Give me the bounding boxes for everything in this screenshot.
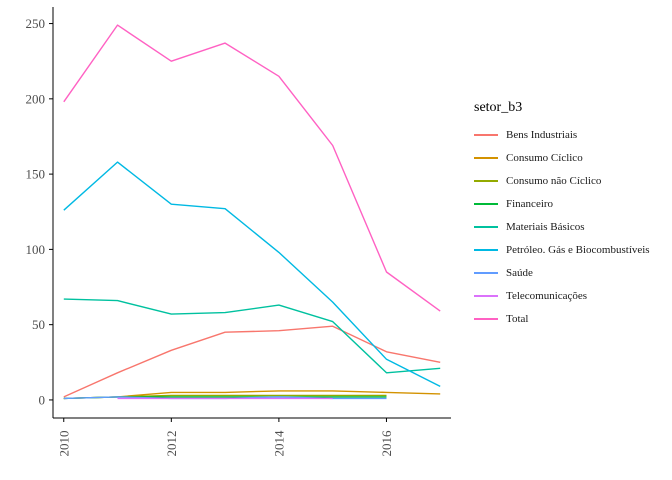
legend-items: Bens Industriais Consumo Cíclico Consumo n…: [474, 123, 669, 330]
x-tick-label: 2014: [271, 430, 286, 457]
legend-label: Consumo não Cíclico: [506, 174, 602, 187]
legend-label: Materiais Básicos: [506, 220, 585, 233]
x-tick-label: 2010: [56, 431, 71, 457]
legend-label: Financeiro: [506, 197, 554, 210]
legend-key: [474, 156, 498, 159]
legend: setor_b3 Bens Industriais Consumo Cíclico…: [474, 99, 669, 330]
legend-item: Consumo não Cíclico: [474, 169, 669, 192]
x-tick-label: 2012: [164, 431, 179, 457]
y-tick-label: 250: [26, 16, 46, 31]
legend-key: [474, 271, 498, 274]
legend-item: Saúde: [474, 261, 669, 284]
series-line-0: [63, 325, 441, 398]
legend-label: Consumo Cíclico: [506, 151, 583, 164]
y-tick-label: 50: [32, 317, 45, 332]
legend-label: Telecomunicações: [506, 289, 588, 302]
legend-label: Bens Industriais: [506, 128, 578, 141]
legend-key: [474, 225, 498, 228]
y-tick-label: 0: [39, 392, 46, 407]
legend-key: [474, 179, 498, 182]
legend-key: [474, 133, 498, 136]
legend-key: [474, 317, 498, 320]
legend-item: Consumo Cíclico: [474, 146, 669, 169]
legend-item: Bens Industriais: [474, 123, 669, 146]
y-tick-label: 200: [26, 91, 46, 106]
legend-label: Saúde: [506, 266, 533, 279]
legend-item: Materiais Básicos: [474, 215, 669, 238]
legend-item: Financeiro: [474, 192, 669, 215]
x-tick-label: 2016: [379, 430, 394, 457]
legend-key: [474, 248, 498, 251]
series-line-4: [63, 298, 441, 374]
legend-item: Telecomunicações: [474, 284, 669, 307]
series-line-5: [63, 161, 441, 388]
legend-key: [474, 202, 498, 205]
series-layer: [63, 24, 441, 400]
y-tick-label: 150: [26, 167, 46, 182]
series-line-8: [63, 24, 441, 312]
legend-item: Total: [474, 307, 669, 330]
legend-item: Petróleo. Gás e Biocombustíveis: [474, 238, 669, 261]
legend-label: Total: [506, 312, 529, 325]
y-tick-label: 100: [26, 242, 46, 257]
legend-key: [474, 294, 498, 297]
legend-title: setor_b3: [474, 100, 523, 115]
axis-layer: 0 50 100 150 200 250 2010 2012 2014 2016: [26, 16, 394, 456]
legend-label: Petróleo. Gás e Biocombustíveis: [506, 243, 650, 256]
